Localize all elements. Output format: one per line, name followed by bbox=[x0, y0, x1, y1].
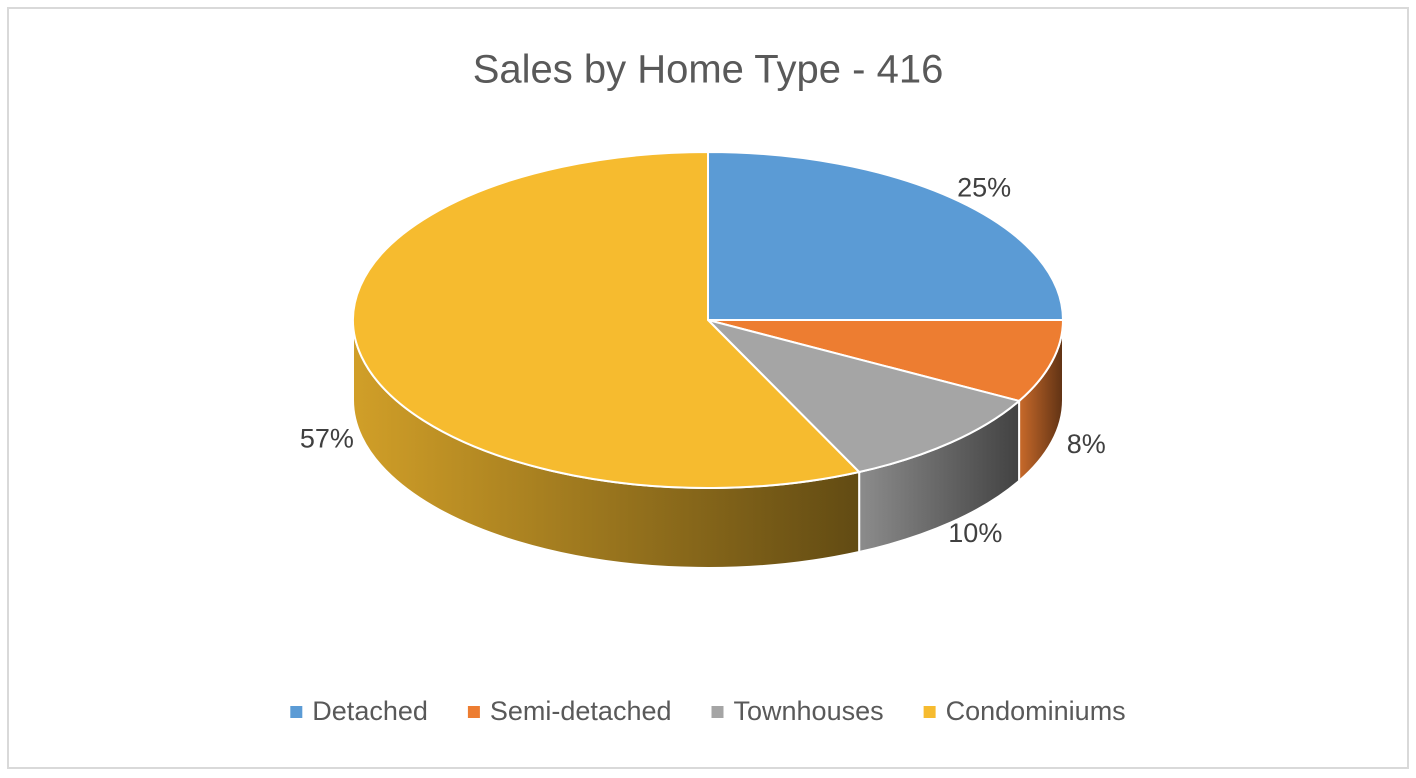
legend-label: Detached bbox=[312, 696, 428, 726]
slice bbox=[707, 150, 1065, 321]
slice bbox=[704, 318, 1022, 474]
data-label: 57% bbox=[300, 423, 354, 453]
legend-swatch bbox=[711, 706, 724, 718]
legend-label: Condominiums bbox=[946, 696, 1126, 726]
legend-swatch bbox=[923, 706, 936, 718]
data-label: 8% bbox=[1067, 429, 1106, 459]
data-label: 25% bbox=[957, 172, 1011, 202]
chart-title: Sales by Home Type - 416 bbox=[473, 48, 944, 92]
legend-swatch bbox=[290, 706, 303, 718]
legend-swatch bbox=[467, 706, 480, 718]
legend-label: Townhouses bbox=[734, 696, 884, 726]
data-label: 10% bbox=[948, 518, 1002, 548]
slice bbox=[352, 150, 862, 489]
slice bbox=[707, 319, 1065, 403]
legend-label: Semi-detached bbox=[490, 696, 672, 726]
